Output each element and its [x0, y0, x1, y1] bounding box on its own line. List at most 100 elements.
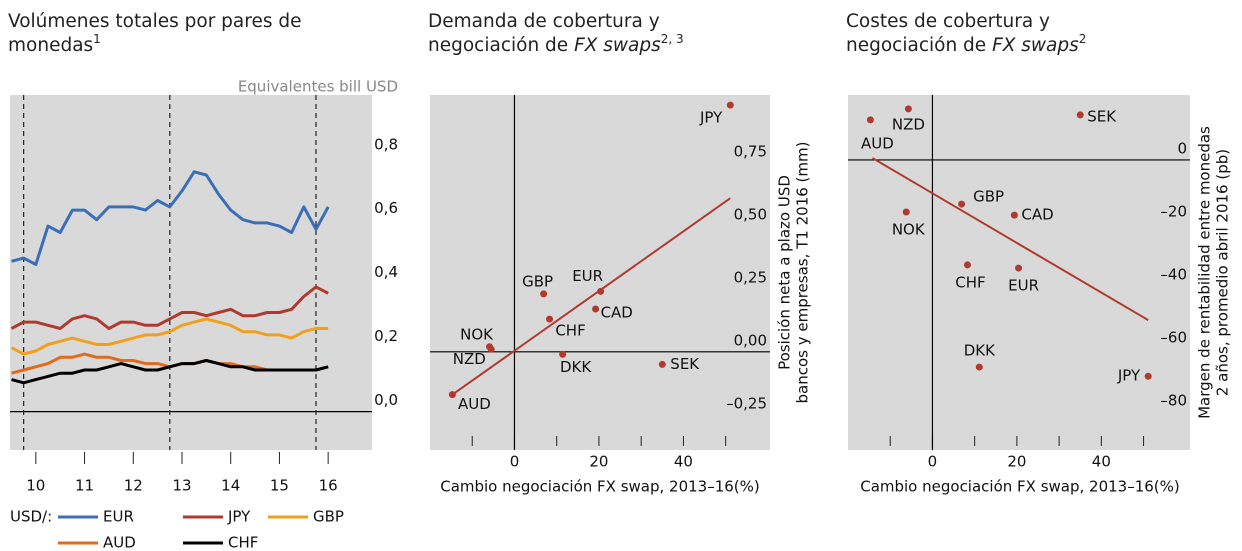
point [902, 208, 910, 216]
title-italic: FX swaps [992, 35, 1079, 56]
y-tick-label: 0,50 [734, 205, 767, 223]
y-tick-label: 0,2 [374, 327, 398, 345]
point [904, 105, 912, 113]
x-tick-label: 15 [270, 477, 289, 495]
chart-title: Volúmenes totales por pares de [8, 11, 302, 32]
point-label: AUD [861, 134, 894, 152]
y-axis-label: Margen de rentabilidad entre monedas [1196, 126, 1214, 419]
point [1076, 111, 1084, 119]
title-italic: FX swaps [574, 35, 661, 56]
plot-area [430, 95, 770, 450]
title-note: 2 [1079, 32, 1087, 46]
x-tick-label: 40 [1092, 453, 1111, 471]
point [1015, 264, 1023, 272]
point [448, 391, 456, 399]
x-tick-label: 0 [510, 453, 520, 471]
y-tick-label: 0,75 [734, 142, 767, 160]
point-label: EUR [572, 267, 603, 285]
x-axis-label: Cambio negociación FX swap, 2013–16(%) [440, 478, 760, 496]
y-tick-label: 0 [1177, 139, 1187, 157]
y-tick-label: 0,8 [374, 135, 398, 153]
x-tick-label: 12 [124, 477, 143, 495]
point-label: DKK [560, 358, 592, 376]
y-axis-label: Posición neta a plazo USD [776, 175, 794, 370]
chart-title: negociación de FX swaps2 [846, 32, 1086, 57]
point [958, 200, 966, 208]
x-tick-label: 16 [319, 477, 338, 495]
point [597, 287, 605, 295]
point [546, 315, 554, 323]
point [1010, 211, 1018, 219]
point-label: NOK [460, 325, 494, 343]
x-tick-label: 11 [75, 477, 94, 495]
y-tick-label: 0,4 [374, 263, 398, 281]
point-label: JPY [1117, 367, 1141, 385]
chart-title: monedas1 [8, 32, 101, 57]
x-tick-label: 20 [589, 453, 608, 471]
legend-label: GBP [313, 508, 344, 526]
plot-area [10, 95, 372, 450]
point [559, 350, 567, 358]
series-line [11, 359, 329, 385]
legend-label: AUD [103, 534, 136, 551]
point-label: GBP [522, 272, 553, 290]
legend-label: CHF [228, 534, 258, 551]
y-tick-label: –20 [1160, 203, 1187, 221]
point [963, 261, 971, 269]
x-tick-label: 40 [674, 453, 693, 471]
y-axis-label: 2 años, promedio abril 2016 (pb) [1214, 149, 1232, 396]
series-line [10, 317, 329, 356]
point-label: CHF [555, 322, 585, 340]
series-line [10, 285, 329, 330]
title-text: Costes de cobertura y [846, 11, 1050, 32]
point-label: DKK [964, 342, 996, 360]
y-tick-label: 0,0 [374, 391, 398, 409]
point-label: CAD [1021, 206, 1053, 224]
point-label: CAD [601, 304, 633, 322]
point [866, 116, 874, 124]
point [726, 101, 734, 109]
y-tick-label: –60 [1160, 329, 1187, 347]
point [540, 290, 548, 298]
point-label: JPY [699, 109, 723, 127]
series-line [11, 170, 330, 266]
title-note: 2, 3 [661, 32, 684, 46]
y-tick-label: 0,00 [734, 331, 767, 349]
x-tick-label: 14 [221, 477, 240, 495]
x-axis-label: Cambio negociación FX swap, 2013–16(%) [860, 478, 1180, 496]
x-tick-label: 10 [26, 477, 45, 495]
point-label: SEK [1087, 107, 1117, 125]
title-text: negociación de [428, 35, 574, 56]
point-label: NOK [892, 220, 926, 238]
trend-line [871, 157, 1149, 321]
point [487, 345, 495, 353]
x-tick-label: 0 [928, 453, 938, 471]
point [658, 360, 666, 368]
point [592, 305, 600, 313]
point-label: CHF [955, 273, 985, 291]
legend-label: EUR [103, 508, 134, 526]
chart-title: Demanda de cobertura y [428, 11, 660, 32]
point [975, 363, 983, 371]
title-text: Volúmenes totales por pares de [8, 11, 302, 32]
legend-label: JPY [227, 508, 251, 526]
title-note: 1 [93, 32, 101, 46]
point-label: NZD [892, 115, 925, 133]
point-label: AUD [458, 395, 491, 413]
chart-title: negociación de FX swaps2, 3 [428, 32, 684, 57]
unit-label: Equivalentes bill USD [238, 78, 398, 96]
title-text: monedas [8, 35, 93, 56]
x-tick-label: 13 [172, 477, 191, 495]
y-axis-label: bancos y empresas, T1 2016 (mm) [794, 141, 812, 403]
trend-line [451, 197, 731, 396]
point-label: SEK [670, 355, 700, 373]
y-tick-label: –40 [1160, 266, 1187, 284]
y-tick-label: 0,6 [374, 199, 398, 217]
point-label: GBP [973, 188, 1004, 206]
x-tick-label: 20 [1007, 453, 1026, 471]
point [1144, 372, 1152, 380]
plot-area [848, 95, 1190, 450]
title-text: negociación de [846, 35, 992, 56]
y-tick-label: 0,25 [734, 268, 767, 286]
y-tick-label: –0,25 [726, 394, 767, 412]
